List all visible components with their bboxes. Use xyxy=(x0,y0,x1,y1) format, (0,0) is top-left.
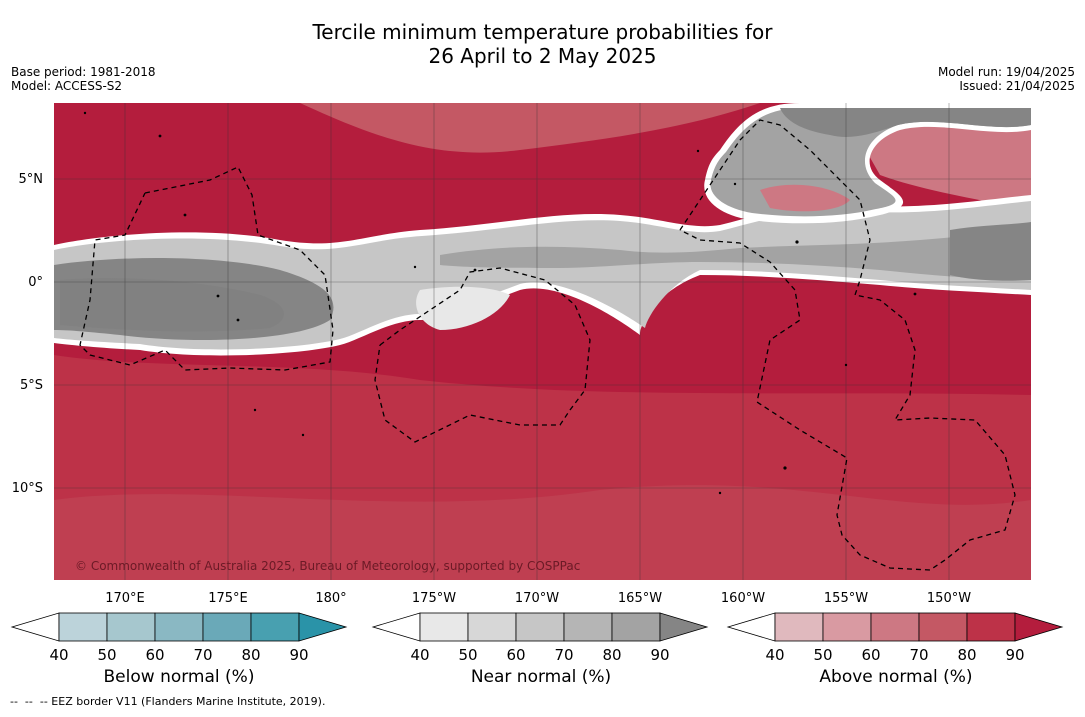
lat-label-0: 0° xyxy=(28,275,43,290)
near-normal-colorbar-max-arrow xyxy=(659,612,709,642)
below-normal-colorbar-tick: 50 xyxy=(97,646,116,664)
below-normal-colorbar-tick: 90 xyxy=(289,646,308,664)
meta-left: Base period: 1981-2018 Model: ACCESS-S2 xyxy=(11,65,156,93)
above-normal-colorbar-segment xyxy=(966,612,1016,642)
gridlines xyxy=(54,103,1031,580)
model-name: Model: ACCESS-S2 xyxy=(11,79,123,93)
above-normal-ne-patch xyxy=(760,184,850,212)
below-normal-label: Below normal (%) xyxy=(103,667,255,687)
base-period: Base period: 1981-2018 xyxy=(11,65,156,79)
lon-label-165w: 165°W xyxy=(618,591,662,606)
lon-label-155w: 155°W xyxy=(824,591,868,606)
below-normal-colorbar-segment xyxy=(154,612,204,642)
near-normal-colorbar-segment xyxy=(515,612,565,642)
near-normal-west-dark xyxy=(54,258,334,340)
above-normal-ne-light xyxy=(860,119,1031,210)
lon-label-160w: 160°W xyxy=(721,591,765,606)
near-normal-east-dark xyxy=(950,222,1031,281)
above-normal-north-light xyxy=(300,103,760,153)
near-normal-colorbar-segment xyxy=(467,612,517,642)
near-normal-label: Near normal (%) xyxy=(470,667,612,687)
below-normal-colorbar-segment xyxy=(106,612,156,642)
near-normal-colorbar-tick: 80 xyxy=(602,646,621,664)
above-normal-colorbar: 40 50 60 70 80 90 xyxy=(726,612,1064,664)
eez-footnote: -- -- -- EEZ border V11 (Flanders Marine… xyxy=(10,695,326,708)
map-title: Tercile minimum temperature probabilitie… xyxy=(0,20,1085,68)
near-normal-colorbar-min-arrow xyxy=(371,612,421,642)
latitude-labels: 5°N 0° 5°S 10°S xyxy=(12,172,43,496)
lat-label-5s: 5°S xyxy=(20,378,43,393)
longitude-labels: 170°E 175°E 180° 175°W 170°W 165°W 160°W… xyxy=(105,591,971,606)
title-line-1: Tercile minimum temperature probabilitie… xyxy=(312,20,773,44)
lon-label-170w: 170°W xyxy=(515,591,559,606)
lon-label-175e: 175°E xyxy=(208,591,248,606)
lon-label-150w: 150°W xyxy=(927,591,971,606)
above-normal-colorbar-segment xyxy=(870,612,920,642)
above-normal-colorbar-tick: 70 xyxy=(909,646,928,664)
above-normal-colorbar-tick: 60 xyxy=(861,646,880,664)
above-normal-colorbar-segment xyxy=(822,612,872,642)
near-normal-colorbar-tick: 50 xyxy=(458,646,477,664)
below-normal-colorbar-max-arrow xyxy=(298,612,348,642)
above-normal-south-band xyxy=(54,355,1031,580)
above-normal-colorbar-min-arrow xyxy=(726,612,776,642)
near-normal-colorbar-tick: 70 xyxy=(554,646,573,664)
map-panel: © Commonwealth of Australia 2025, Bureau… xyxy=(54,103,1031,580)
below-normal-colorbar: 40 50 60 70 80 90 xyxy=(10,612,348,664)
model-run: Model run: 19/04/2025 xyxy=(937,65,1075,79)
below-normal-colorbar-tick: 60 xyxy=(145,646,164,664)
near-normal-ne-dark xyxy=(780,108,1031,137)
below-normal-colorbar-tick: 40 xyxy=(49,646,68,664)
below-normal-colorbar-tick: 70 xyxy=(193,646,212,664)
lat-label-10s: 10°S xyxy=(12,481,43,496)
colorbars: 40 50 60 70 80 90 40 50 60 70 80 90 40 50 60 70 80 90 xyxy=(10,612,1064,664)
above-normal-colorbar-tick: 90 xyxy=(1005,646,1024,664)
near-normal-colorbar-segment xyxy=(611,612,661,642)
near-normal-colorbar-segment xyxy=(563,612,613,642)
near-normal-colorbar-tick: 90 xyxy=(650,646,669,664)
below-normal-colorbar-segment xyxy=(202,612,252,642)
above-normal-colorbar-max-arrow xyxy=(1014,612,1064,642)
islands xyxy=(83,111,917,495)
near-normal-colorbar: 40 50 60 70 80 90 xyxy=(371,612,709,664)
above-normal-label: Above normal (%) xyxy=(819,667,973,687)
near-normal-east-band xyxy=(440,230,1031,280)
above-normal-colorbar-tick: 50 xyxy=(813,646,832,664)
lon-label-175w: 175°W xyxy=(412,591,456,606)
near-normal-colorbar-tick: 40 xyxy=(410,646,429,664)
eez-borders xyxy=(79,119,1016,571)
copyright-text: © Commonwealth of Australia 2025, Bureau… xyxy=(75,559,580,573)
above-normal-colorbar-segment xyxy=(918,612,968,642)
title-line-2: 26 April to 2 May 2025 xyxy=(428,44,657,68)
meta-right: Model run: 19/04/2025 Issued: 21/04/2025 xyxy=(938,65,1075,93)
issued-date: Issued: 21/04/2025 xyxy=(959,79,1075,93)
above-normal-colorbar-tick: 40 xyxy=(765,646,784,664)
near-normal-colorbar-segment xyxy=(419,612,469,642)
near-normal-colorbar-tick: 60 xyxy=(506,646,525,664)
below-normal-colorbar-min-arrow xyxy=(10,612,60,642)
lon-label-180: 180° xyxy=(315,591,346,606)
above-normal-colorbar-tick: 80 xyxy=(957,646,976,664)
above-normal-south-light xyxy=(54,485,1031,580)
below-normal-colorbar-segment xyxy=(58,612,108,642)
below-normal-colorbar-tick: 80 xyxy=(241,646,260,664)
lon-label-170e: 170°E xyxy=(105,591,145,606)
lat-label-5n: 5°N xyxy=(19,172,44,187)
below-normal-colorbar-segment xyxy=(250,612,300,642)
above-normal-colorbar-segment xyxy=(774,612,824,642)
near-normal-light-patch xyxy=(416,286,510,330)
